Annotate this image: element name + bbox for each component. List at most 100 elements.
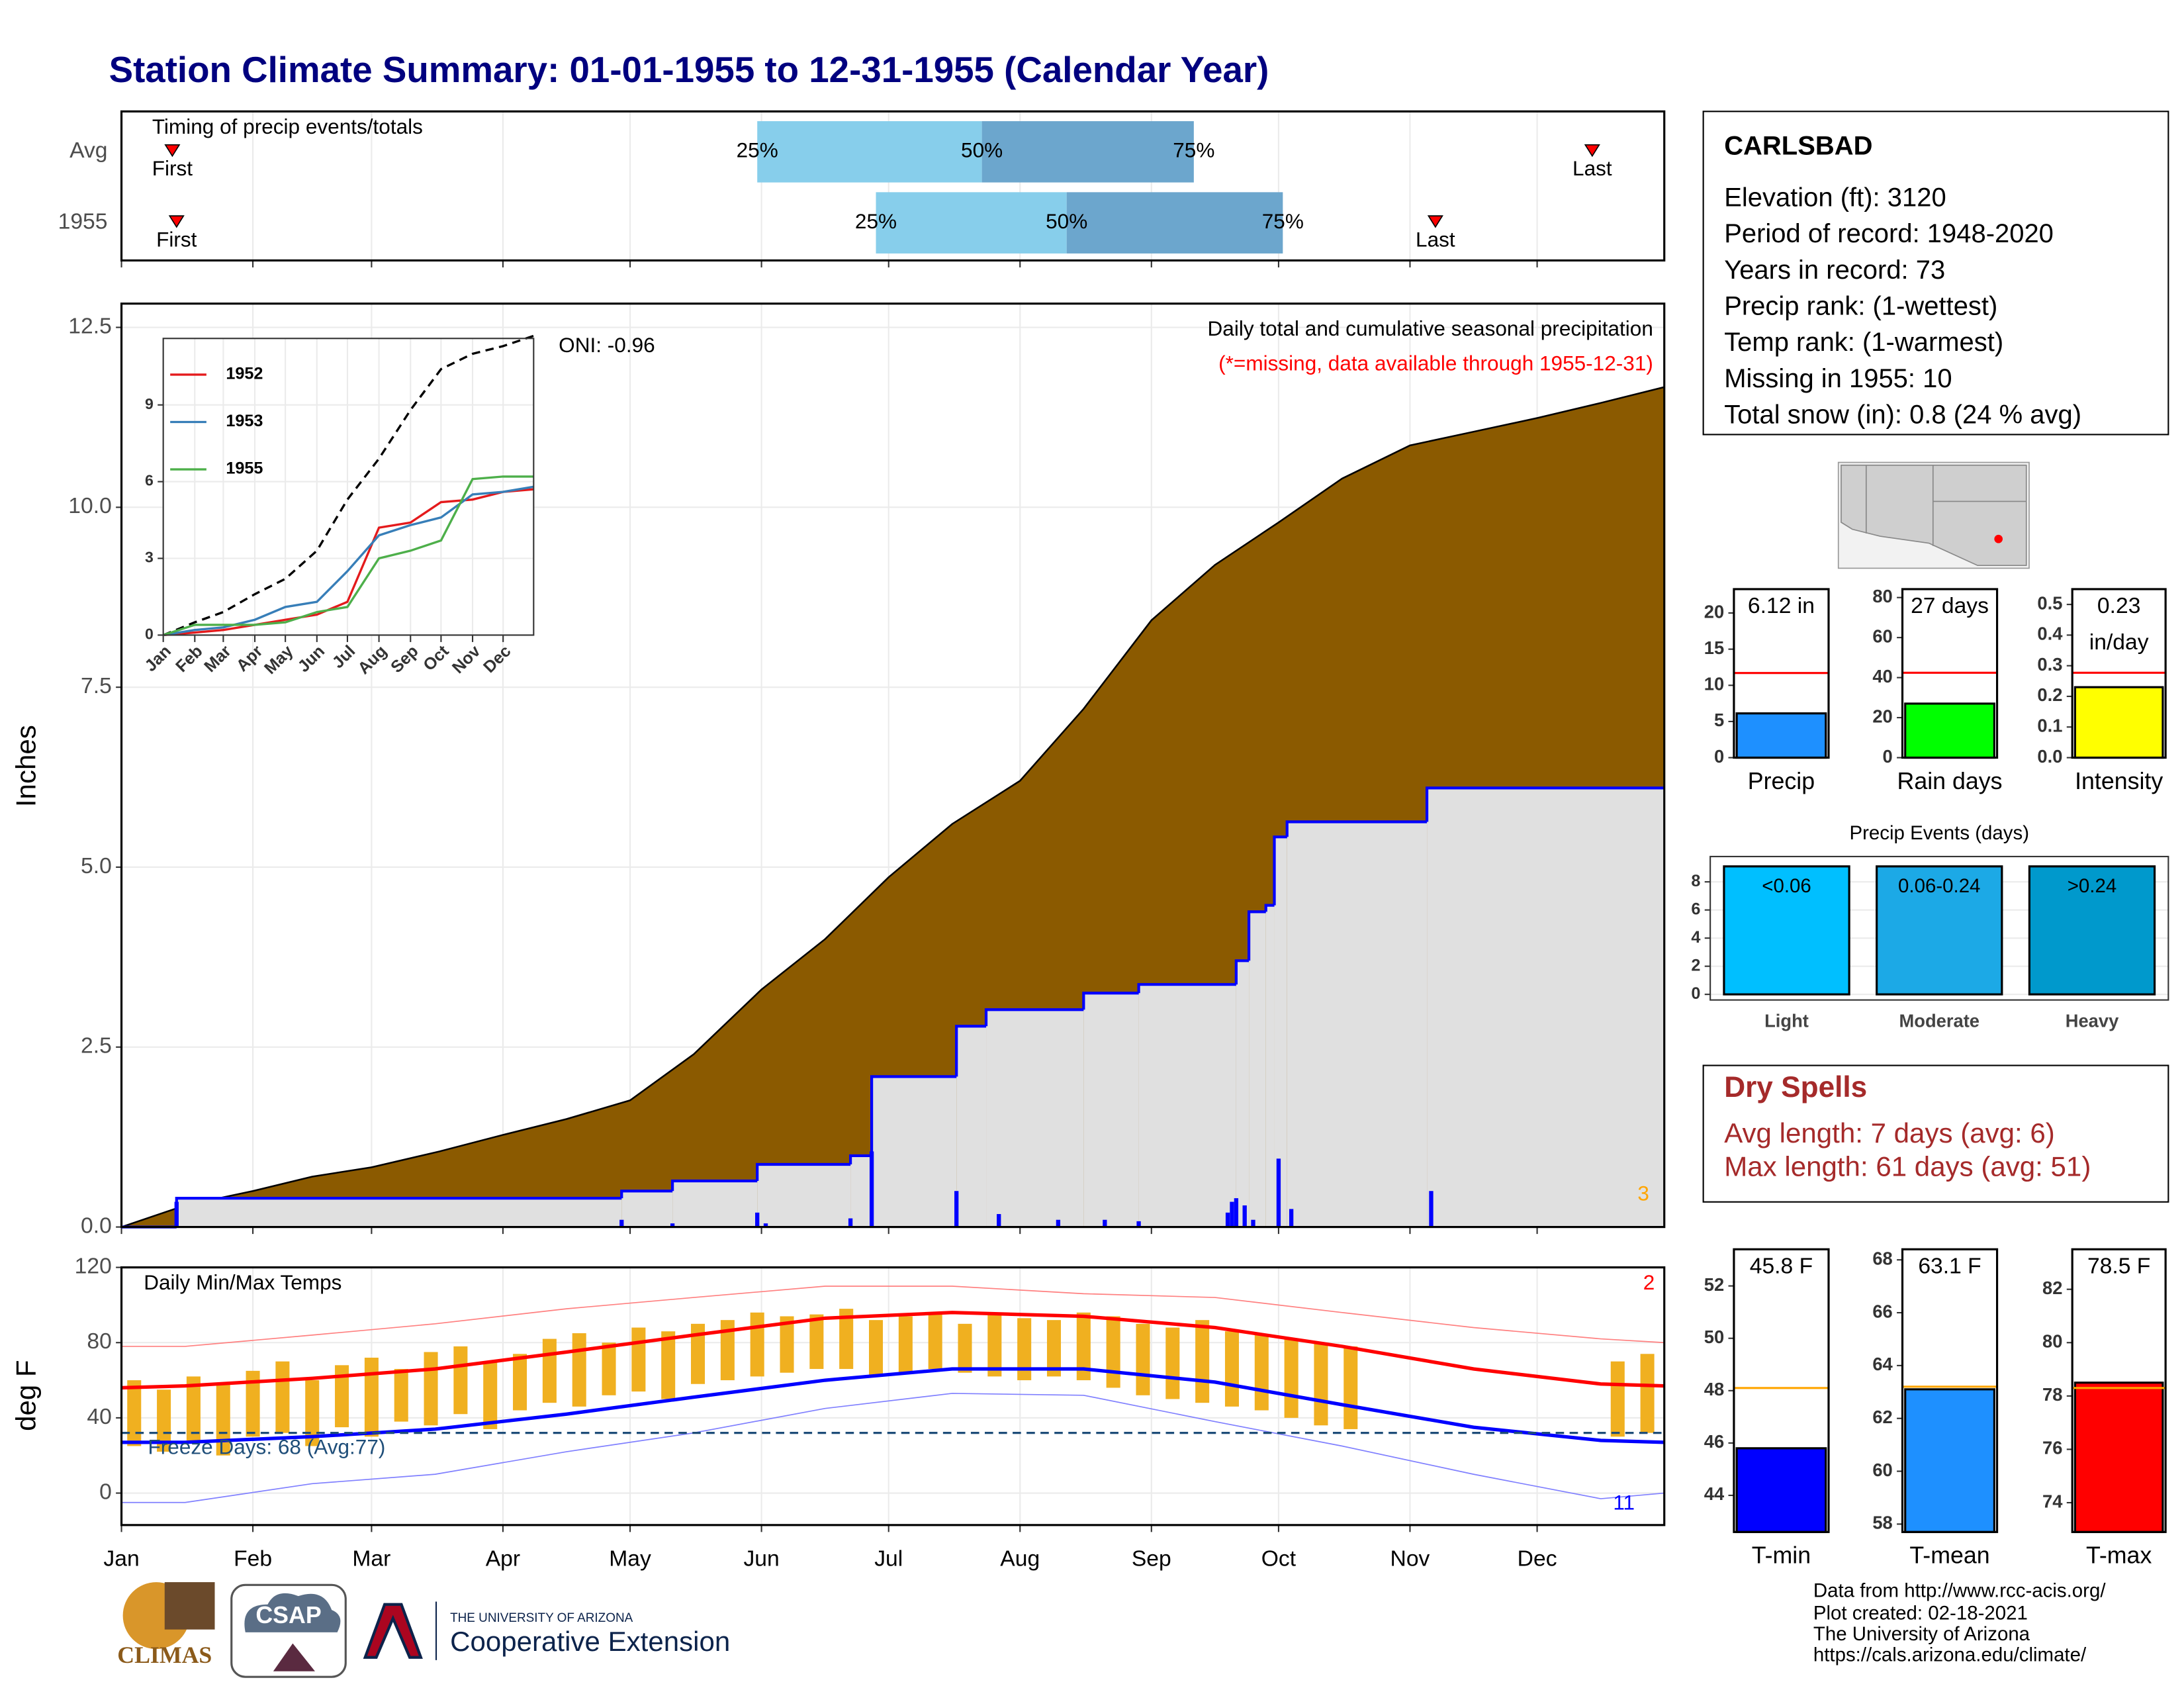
- temp-range-bar: [275, 1361, 290, 1433]
- quartile-bar: [981, 121, 1194, 183]
- observed-area: [1236, 961, 1250, 1227]
- y-tick-label: 2.5: [81, 1034, 112, 1058]
- y-tick-label: 0: [99, 1479, 112, 1504]
- observed-step: [1082, 992, 1139, 1010]
- observed-step: [1247, 910, 1266, 961]
- y-tick-label: 20: [1872, 706, 1892, 726]
- observed-step: [1273, 835, 1287, 906]
- daily-precip-bar: [1429, 1191, 1433, 1227]
- y-tick-label: 0.0: [81, 1213, 112, 1238]
- series-line: [163, 334, 534, 636]
- plot-frame: [2071, 588, 2167, 759]
- daily-precip-bar: [954, 1191, 959, 1227]
- panel-title: Daily Min/Max Temps: [144, 1270, 341, 1294]
- ua-logo: [363, 1603, 423, 1659]
- temp-range-bar: [335, 1365, 349, 1428]
- plot-frame: [120, 303, 1666, 1229]
- gauge-bar: [1904, 1388, 1995, 1533]
- temp-range-bar: [750, 1312, 764, 1377]
- dry-spells-line: Max length: 61 days (avg: 51): [1724, 1150, 2091, 1182]
- x-tick-label: May: [609, 1546, 651, 1571]
- y-tick-label: 78: [2042, 1384, 2062, 1405]
- y-tick-label: 48: [1704, 1379, 1724, 1399]
- x-tick-label: Dec: [1518, 1546, 1557, 1571]
- daily-precip-bar: [1230, 1201, 1234, 1227]
- y-tick-label: 10: [1704, 674, 1724, 694]
- plot-frame: [1709, 855, 2169, 1001]
- observed-area: [1274, 837, 1287, 1227]
- temp-range-bar: [691, 1323, 705, 1384]
- marker-label: First: [152, 156, 193, 180]
- x-tick-label: Oct: [1261, 1546, 1297, 1571]
- observed-area: [1265, 905, 1275, 1227]
- y-tick-label: 66: [1872, 1301, 1892, 1321]
- y-tick-label: 0: [1883, 746, 1893, 767]
- y-tick-label: 80: [2042, 1331, 2062, 1351]
- observed-area: [1287, 821, 1428, 1227]
- temp-range-bar: [305, 1380, 320, 1446]
- y-tick-label: 68: [1872, 1248, 1892, 1268]
- station-box: [1702, 111, 2169, 436]
- temp-range-bar: [1610, 1361, 1625, 1437]
- y-tick-label: 40: [87, 1405, 111, 1429]
- csap-mountain: [273, 1643, 315, 1671]
- y-tick-label: 0.3: [2037, 654, 2062, 675]
- y-tick-label: 8: [1691, 872, 1700, 890]
- value-label: 78.5 F: [2087, 1254, 2150, 1278]
- daily-precip-bar: [670, 1223, 675, 1227]
- temp-range-bar: [898, 1316, 913, 1373]
- credit: Data from http://www.rcc-acis.org/: [1813, 1580, 2106, 1602]
- bar-label: <0.06: [1762, 875, 1811, 897]
- temp-range-bar: [1017, 1318, 1032, 1381]
- logo-text: CSAP: [255, 1602, 321, 1628]
- y-tick-label: 20: [1704, 601, 1724, 622]
- station-line: Temp rank: (1-warmest): [1724, 328, 2003, 357]
- y-tick-label: 40: [1872, 666, 1892, 686]
- plot-background: [121, 1267, 1664, 1525]
- annotation: ONI: -0.96: [559, 333, 655, 357]
- marker-label: Last: [1416, 227, 1455, 251]
- temp-range-bar: [1343, 1346, 1358, 1429]
- y-tick-label: 0.0: [2037, 746, 2062, 767]
- temp-range-bar: [631, 1327, 646, 1392]
- observed-step: [756, 1162, 851, 1182]
- temp-range-bar: [780, 1316, 794, 1373]
- temp-range-bar: [1224, 1331, 1240, 1407]
- plot-frame: [1901, 588, 1999, 759]
- y-tick-label: 0.1: [2037, 715, 2062, 735]
- quartile-bar: [876, 192, 1067, 254]
- y-tick-label: 60: [1872, 1460, 1892, 1480]
- y-tick-label: 76: [2042, 1438, 2062, 1458]
- x-tick-label: Mar: [352, 1546, 390, 1571]
- event-marker: [168, 215, 185, 228]
- bar: [1876, 865, 2003, 996]
- observed-step: [984, 1008, 1084, 1027]
- x-tick-label: Jul: [874, 1546, 903, 1571]
- temp-range-bar: [1254, 1335, 1269, 1411]
- observed-area: [1427, 788, 1664, 1227]
- credit: Plot created: 02-18-2021: [1813, 1602, 2028, 1624]
- y-tick-label: 0: [1691, 984, 1700, 1003]
- value-label: 45.8 F: [1750, 1254, 1813, 1278]
- observed-area: [850, 1155, 872, 1227]
- x-tick-label: Moderate: [1899, 1011, 1979, 1031]
- plot-background: [163, 338, 534, 635]
- x-tick-label: Light: [1764, 1011, 1809, 1031]
- y-tick-label: 74: [2042, 1491, 2063, 1511]
- plot-frame: [2071, 1248, 2167, 1533]
- daily-precip-bar: [755, 1212, 760, 1227]
- quartile-label: 75%: [1262, 209, 1304, 233]
- temp-range-bar: [394, 1369, 408, 1422]
- observed-step: [848, 1154, 872, 1164]
- y-tick-label: 5.0: [81, 854, 112, 878]
- observed-step: [1285, 820, 1428, 837]
- plot-frame: [120, 1266, 1666, 1526]
- y-tick-label: 52: [1704, 1274, 1724, 1295]
- daily-precip-bar: [1225, 1212, 1230, 1227]
- x-tick-label: Jan: [103, 1546, 139, 1571]
- legend-label: 1952: [226, 365, 263, 383]
- gauge-bar: [1904, 702, 1995, 759]
- temp-range-bar: [1136, 1323, 1150, 1395]
- temp-range-bar: [958, 1323, 972, 1373]
- temp-range-bar: [157, 1389, 171, 1452]
